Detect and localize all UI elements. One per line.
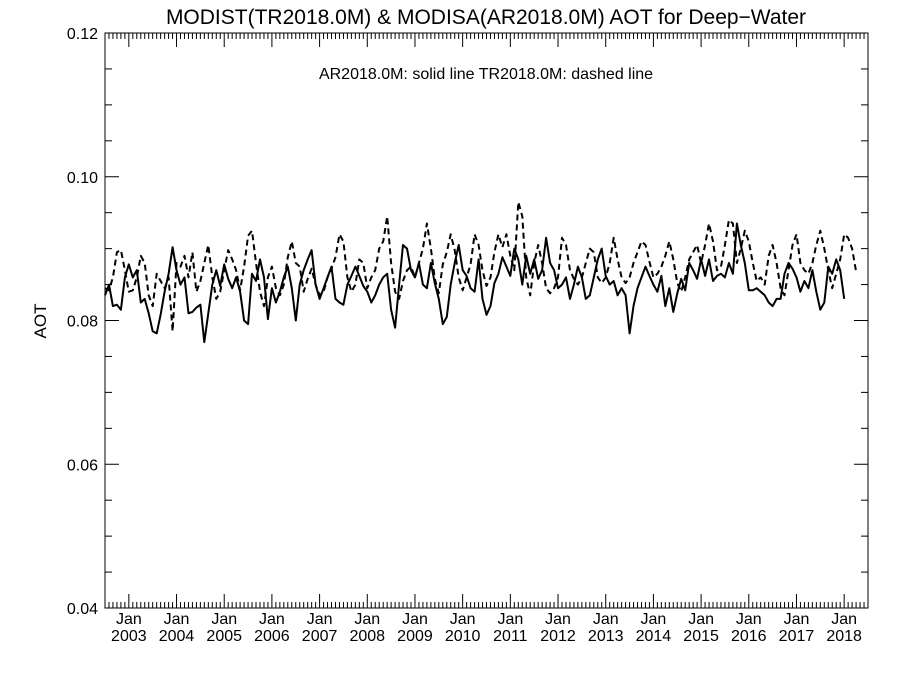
x-tick-year-label: 2016 [731,628,767,645]
y-axis-ticks: 0.04 0.06 0.08 0.10 0.12 [67,26,868,618]
x-tick-month-label: Jan [164,611,190,628]
x-tick-month-label: Jan [497,611,523,628]
series-line-solid [104,222,846,344]
x-tick-month-label: Jan [211,611,237,628]
y-tick-label: 0.04 [67,601,98,618]
x-tick-month-label: Jan [641,611,667,628]
y-tick-label: 0.12 [67,26,98,43]
y-tick-label: 0.10 [67,170,98,187]
legend-note: AR2018.0M: solid line TR2018.0M: dashed … [319,66,653,83]
x-tick-year-label: 2007 [302,628,338,645]
x-tick-month-label: Jan [402,611,428,628]
x-tick-year-label: 2018 [826,628,862,645]
x-tick-month-label: Jan [116,611,142,628]
x-tick-month-label: Jan [450,611,476,628]
x-axis-ticks: Jan2003Jan2004Jan2005Jan2006Jan2007Jan20… [108,33,865,645]
x-tick-month-label: Jan [736,611,762,628]
x-tick-month-label: Jan [354,611,380,628]
x-tick-year-label: 2008 [349,628,385,645]
x-tick-year-label: 2009 [397,628,433,645]
x-tick-month-label: Jan [307,611,333,628]
plot-frame [104,32,869,609]
x-tick-year-label: 2015 [683,628,719,645]
y-tick-label: 0.06 [67,457,98,474]
series-line-dashed [104,200,858,333]
x-tick-year-label: 2013 [588,628,624,645]
x-tick-year-label: 2011 [493,628,528,645]
y-axis-label: AOT [31,304,50,339]
x-tick-year-label: 2003 [111,628,147,645]
x-tick-month-label: Jan [593,611,619,628]
x-tick-month-label: Jan [688,611,714,628]
x-tick-year-label: 2004 [159,628,195,645]
x-tick-year-label: 2005 [206,628,242,645]
series-layer [104,200,858,344]
x-tick-year-label: 2012 [540,628,576,645]
x-tick-year-label: 2006 [254,628,290,645]
y-tick-label: 0.08 [67,314,98,331]
x-tick-month-label: Jan [259,611,285,628]
x-tick-year-label: 2014 [636,628,672,645]
x-tick-month-label: Jan [545,611,571,628]
x-tick-month-label: Jan [784,611,810,628]
x-tick-year-label: 2010 [445,628,481,645]
x-tick-year-label: 2017 [779,628,815,645]
chart-title: MODIST(TR2018.0M) & MODISA(AR2018.0M) AO… [166,6,806,29]
x-tick-month-label: Jan [831,611,857,628]
